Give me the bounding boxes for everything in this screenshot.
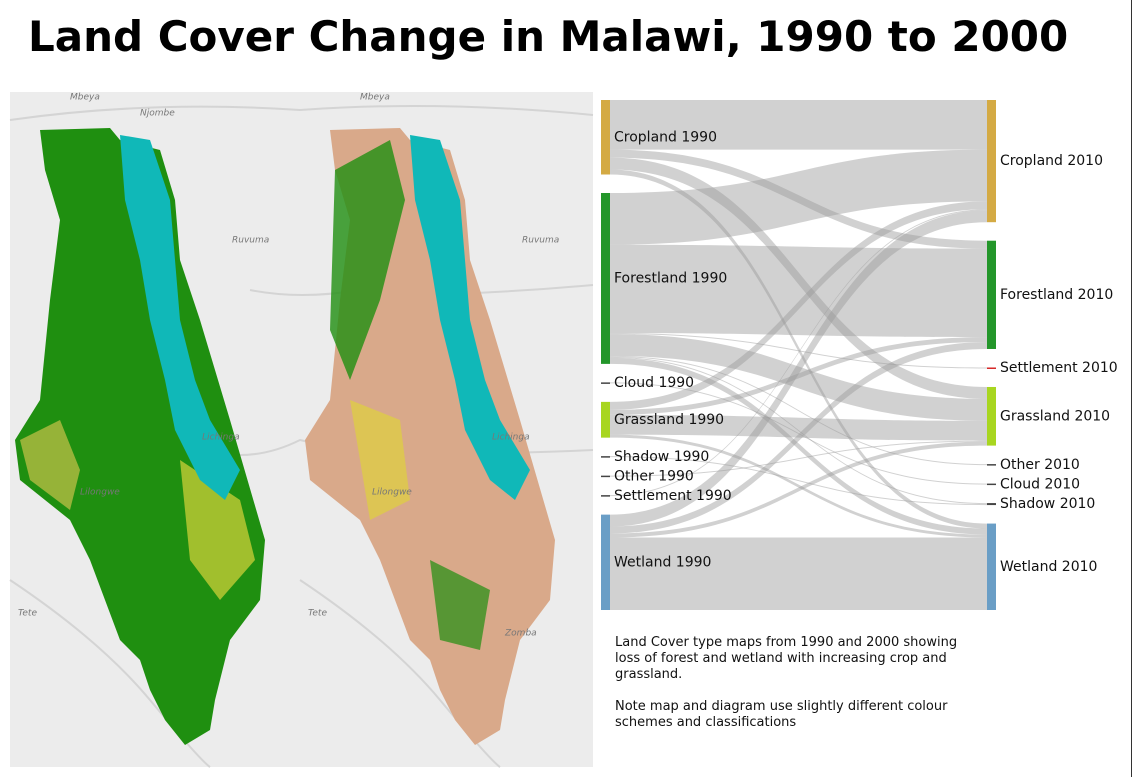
caption-text: Note map and diagram use slightly differ… bbox=[615, 699, 948, 730]
map-1990 bbox=[15, 128, 265, 745]
cropland-patch bbox=[180, 460, 255, 600]
link bbox=[610, 169, 987, 529]
node bbox=[601, 456, 610, 458]
map-label: Mbeya bbox=[70, 93, 100, 103]
node-label: Other 2010 bbox=[1000, 457, 1080, 473]
node bbox=[601, 514, 610, 610]
map-label: Lilongwe bbox=[80, 488, 120, 498]
node bbox=[601, 382, 610, 384]
country bbox=[15, 128, 265, 745]
node bbox=[601, 475, 610, 478]
node bbox=[987, 503, 996, 506]
node bbox=[601, 401, 610, 438]
link bbox=[610, 210, 987, 527]
node bbox=[601, 193, 610, 364]
map-label: Lichinga bbox=[202, 433, 240, 443]
node-label: Wetland 2010 bbox=[1000, 559, 1097, 575]
map-label: Zomba bbox=[504, 629, 537, 639]
node-label: Shadow 2010 bbox=[1000, 496, 1095, 512]
node-label: Settlement 2010 bbox=[1000, 360, 1118, 376]
node-label: Grassland 1990 bbox=[614, 412, 724, 428]
node bbox=[987, 367, 996, 369]
node bbox=[987, 386, 996, 446]
link bbox=[610, 149, 987, 245]
link bbox=[610, 355, 987, 466]
node bbox=[987, 464, 996, 466]
map-label: Tete bbox=[308, 609, 327, 619]
map-label: Tete bbox=[18, 609, 37, 619]
map-2000 bbox=[305, 128, 555, 745]
node-label: Cloud 1990 bbox=[614, 375, 694, 391]
node-label: Shadow 1990 bbox=[614, 449, 709, 465]
lake bbox=[410, 135, 530, 500]
node-label: Settlement 1990 bbox=[614, 488, 732, 504]
node bbox=[601, 495, 610, 497]
link bbox=[610, 537, 987, 610]
links bbox=[610, 100, 987, 610]
lake bbox=[120, 135, 240, 500]
cropland-patch bbox=[20, 420, 80, 510]
link bbox=[610, 209, 987, 497]
link bbox=[610, 201, 987, 410]
map-label: Ruvuma bbox=[522, 236, 559, 246]
link bbox=[610, 337, 987, 415]
node bbox=[987, 100, 996, 223]
link bbox=[610, 333, 987, 369]
node bbox=[987, 240, 996, 349]
grass-patch bbox=[350, 400, 410, 520]
link bbox=[610, 434, 987, 538]
map-label: Ruvuma bbox=[232, 236, 269, 246]
map-label: Lilongwe bbox=[372, 488, 412, 498]
node-label: Wetland 1990 bbox=[614, 554, 711, 570]
node-label: Other 1990 bbox=[614, 468, 694, 484]
node bbox=[987, 523, 996, 610]
node-label: Forestland 2010 bbox=[1000, 287, 1113, 303]
caption-text: Land Cover type maps from 1990 and 2000 … bbox=[615, 635, 958, 682]
link bbox=[610, 382, 987, 485]
node bbox=[987, 483, 996, 486]
link bbox=[610, 157, 987, 399]
link bbox=[610, 356, 987, 505]
link bbox=[610, 342, 987, 534]
link bbox=[610, 440, 987, 477]
caption: Land Cover type maps from 1990 and 2000 … bbox=[615, 635, 975, 747]
link bbox=[610, 456, 987, 506]
map-label: Njombe bbox=[140, 109, 175, 119]
link bbox=[610, 414, 987, 441]
map-label: Mbeya bbox=[360, 93, 390, 103]
link bbox=[610, 441, 987, 538]
node-label: Cropland 2010 bbox=[1000, 153, 1103, 169]
node bbox=[601, 100, 610, 175]
link bbox=[610, 100, 987, 150]
node-label: Cropland 1990 bbox=[614, 129, 717, 145]
map-label: Lichinga bbox=[492, 433, 530, 443]
node-label: Cloud 2010 bbox=[1000, 476, 1080, 492]
link bbox=[610, 244, 987, 338]
node-label: Grassland 2010 bbox=[1000, 408, 1110, 424]
link bbox=[610, 149, 987, 249]
link bbox=[610, 334, 987, 421]
forest-patch bbox=[330, 140, 405, 380]
node-label: Forestland 1990 bbox=[614, 270, 727, 286]
title: Land Cover Change in Malawi, 1990 to 200… bbox=[28, 12, 1069, 61]
forest-patch bbox=[430, 560, 490, 650]
link bbox=[610, 357, 987, 535]
